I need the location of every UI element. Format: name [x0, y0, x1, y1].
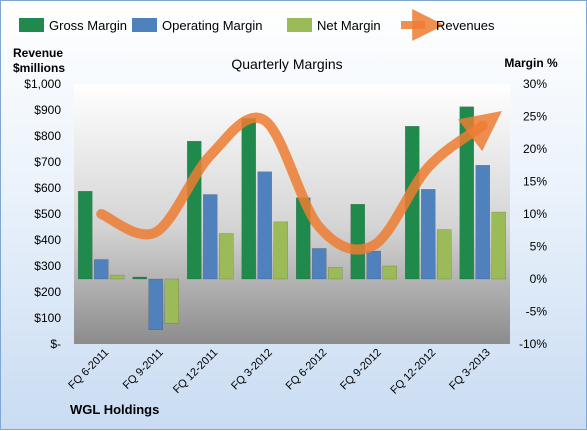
- right-axis-ticks: -10% -5% 0% 5% 10% 15% 20% 25% 30%: [519, 77, 547, 351]
- company-footer: WGL Holdings: [70, 402, 159, 417]
- left-tick-label: $600: [34, 181, 61, 195]
- bar-net-margin: [273, 221, 288, 280]
- legend: Gross Margin Operating Margin Net Margin Re…: [19, 9, 495, 41]
- bars: [78, 106, 506, 330]
- right-tick-label: -5%: [526, 305, 548, 319]
- bar-operating-margin: [203, 194, 218, 280]
- x-tick-label: FQ 12-2011: [171, 347, 220, 396]
- x-tick-label: FQ 3-2012: [229, 347, 275, 393]
- bar-net-margin: [110, 274, 125, 280]
- right-axis-label: Margin %: [504, 56, 558, 70]
- chart-title: Quarterly Margins: [231, 56, 342, 72]
- bar-net-margin: [491, 211, 506, 280]
- bar-operating-margin: [94, 259, 109, 280]
- left-axis-ticks: $- $100 $200 $300 $400 $500 $600 $700 $800 $900 $1…: [24, 77, 61, 351]
- right-tick-label: 10%: [523, 207, 547, 221]
- plot-area: [74, 84, 510, 344]
- revenue-line-group: [96, 111, 502, 255]
- bar-gross-margin: [241, 118, 256, 280]
- bar-operating-margin: [366, 250, 381, 280]
- left-tick-label: $1,000: [24, 77, 61, 91]
- x-axis-ticks: FQ 6-2011 FQ 9-2011 FQ 12-2011 FQ 3-2012 FQ …: [66, 347, 493, 397]
- right-tick-label: 15%: [523, 175, 547, 189]
- right-tick-label: 0%: [530, 272, 548, 286]
- bar-net-margin: [382, 265, 397, 280]
- x-tick-label: FQ 6-2012: [284, 347, 330, 393]
- bar-operating-margin: [148, 278, 163, 330]
- left-tick-label: $300: [34, 259, 61, 273]
- x-tick-label: FQ 3-2013: [447, 347, 493, 393]
- left-tick-label: $800: [34, 129, 61, 143]
- bar-operating-margin: [421, 189, 436, 280]
- right-tick-label: -10%: [519, 337, 547, 351]
- revenues-line: [96, 111, 502, 255]
- bar-net-margin: [164, 278, 179, 324]
- legend-swatch-net-margin: [287, 18, 312, 32]
- left-axis-label-line-1: Revenue: [13, 46, 63, 60]
- bar-operating-margin: [257, 171, 272, 280]
- bar-net-margin: [437, 229, 452, 280]
- bar-gross-margin: [350, 204, 365, 280]
- legend-swatch-gross-margin: [19, 18, 44, 32]
- legend-label-gross-margin: Gross Margin: [49, 18, 127, 33]
- x-tick-label: FQ 9-2012: [338, 347, 384, 393]
- left-tick-label: $700: [34, 155, 61, 169]
- left-tick-label: $-: [50, 337, 61, 351]
- legend-swatch-operating-margin: [132, 18, 157, 32]
- legend-label-net-margin: Net Margin: [317, 18, 381, 33]
- right-tick-label: 5%: [530, 240, 548, 254]
- bar-gross-margin: [132, 276, 147, 280]
- x-tick-label: FQ 6-2011: [66, 347, 111, 392]
- left-tick-label: $500: [34, 207, 61, 221]
- bar-operating-margin: [312, 248, 327, 280]
- left-tick-label: $900: [34, 103, 61, 117]
- left-axis-label-line-2: $millions: [13, 61, 65, 75]
- left-tick-label: $400: [34, 233, 61, 247]
- x-tick-label: FQ 9-2011: [121, 347, 166, 392]
- bar-net-margin: [219, 233, 234, 280]
- left-tick-label: $200: [34, 285, 61, 299]
- bar-net-margin: [328, 267, 343, 280]
- bar-gross-margin: [78, 191, 93, 280]
- legend-label-revenues: Revenues: [436, 18, 495, 33]
- legend-label-operating-margin: Operating Margin: [162, 18, 262, 33]
- right-tick-label: 30%: [523, 77, 547, 91]
- left-tick-label: $100: [34, 311, 61, 325]
- x-tick-label: FQ 12-2012: [388, 347, 438, 397]
- right-tick-label: 20%: [523, 142, 547, 156]
- bar-operating-margin: [475, 165, 490, 280]
- right-tick-label: 25%: [523, 110, 547, 124]
